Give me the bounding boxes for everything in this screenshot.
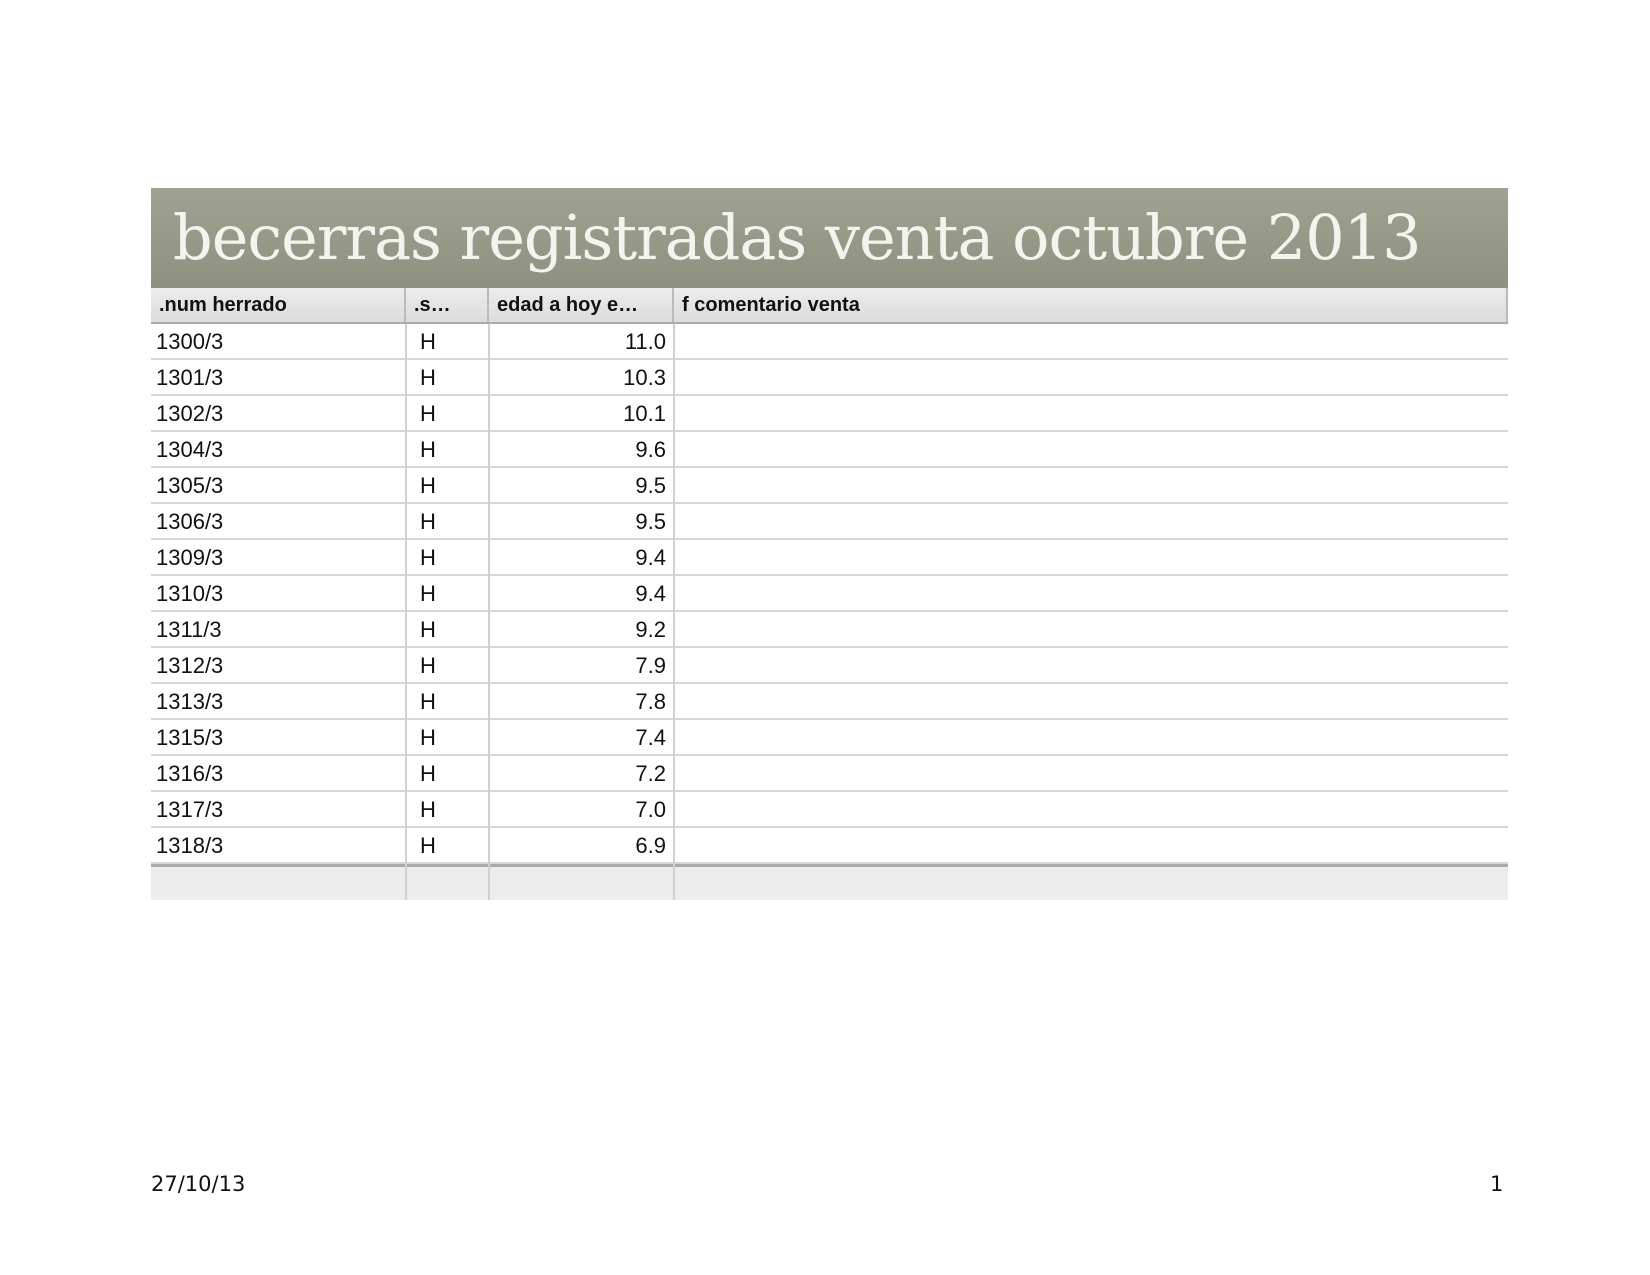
table-cell: 11.0 <box>624 329 666 354</box>
table-cell: 1316/3 <box>156 761 224 786</box>
table-row: 1305/3 H 9.5 <box>151 468 1508 504</box>
table-row: 1313/3 H 7.8 <box>151 684 1508 720</box>
table-row: 1311/3 H 9.2 <box>151 612 1508 648</box>
table-row: 1310/3 H 9.4 <box>151 576 1508 612</box>
column-header: .num herrado <box>151 288 406 322</box>
table-cell: 7.0 <box>635 797 666 822</box>
table-cell: 9.4 <box>635 581 666 606</box>
table-row: 1316/3 H 7.2 <box>151 756 1508 792</box>
table-cell: H <box>420 581 436 606</box>
table-cell: 1310/3 <box>156 581 224 606</box>
table-cell: H <box>420 365 436 390</box>
table-cell: H <box>420 401 436 426</box>
table-row: 1306/3 H 9.5 <box>151 504 1508 540</box>
table-cell: 7.4 <box>635 725 666 750</box>
table-cell: H <box>420 653 436 678</box>
footer-date: 27/10/13 <box>151 1172 246 1196</box>
header-row: .num herrado .s… edad a hoy e… f comentario… <box>151 288 1508 324</box>
column-header: f comentario venta <box>674 288 1508 322</box>
table-cell: 1313/3 <box>156 689 224 714</box>
table-cell: H <box>420 761 436 786</box>
table-cell: 9.2 <box>635 617 666 642</box>
table-cell: 1318/3 <box>156 833 224 858</box>
table-cell: H <box>420 833 436 858</box>
table-cell: 1309/3 <box>156 545 224 570</box>
column-divider <box>488 324 490 900</box>
table-row: 1315/3 H 7.4 <box>151 720 1508 756</box>
column-divider <box>405 324 407 900</box>
table-cell: 1312/3 <box>156 653 224 678</box>
table-row: 1304/3 H 9.6 <box>151 432 1508 468</box>
table-cell: 1304/3 <box>156 437 224 462</box>
table-cell: 7.8 <box>635 689 666 714</box>
table-row: 1318/3 H 6.9 <box>151 828 1508 864</box>
table-cell: 1305/3 <box>156 473 224 498</box>
table-cell: 1300/3 <box>156 329 224 354</box>
table-cell: 7.9 <box>635 653 666 678</box>
table-row: 1302/3 H 10.1 <box>151 396 1508 432</box>
table-cell: H <box>420 473 436 498</box>
table-cell: 10.1 <box>623 401 666 426</box>
table-cell: 7.2 <box>635 761 666 786</box>
table-cell: H <box>420 689 436 714</box>
table-title: becerras registradas venta octubre 2013 <box>151 188 1508 288</box>
table-cell: H <box>420 329 436 354</box>
table-cell: 1315/3 <box>156 725 224 750</box>
footer-row <box>151 864 1508 900</box>
column-header: edad a hoy e… <box>489 288 674 322</box>
column-divider <box>673 324 675 900</box>
table-cell: 9.5 <box>635 473 666 498</box>
table-cell: 1311/3 <box>156 617 222 642</box>
table-cell: 9.4 <box>635 545 666 570</box>
table-row: 1300/3 H 11.0 <box>151 324 1508 360</box>
table-cell: H <box>420 509 436 534</box>
table-cell: 1301/3 <box>156 365 224 390</box>
table-cell: 10.3 <box>623 365 666 390</box>
table-cell: 9.5 <box>635 509 666 534</box>
page-number: 1 <box>1490 1172 1504 1196</box>
table-cell: H <box>420 437 436 462</box>
table-row: 1309/3 H 9.4 <box>151 540 1508 576</box>
table-cell: H <box>420 545 436 570</box>
table-cell: H <box>420 725 436 750</box>
table-cell: 6.9 <box>635 833 666 858</box>
table-row: 1312/3 H 7.9 <box>151 648 1508 684</box>
column-header: .s… <box>406 288 489 322</box>
table-cell: 1306/3 <box>156 509 224 534</box>
table-row: 1301/3 H 10.3 <box>151 360 1508 396</box>
table-cell: H <box>420 617 436 642</box>
table-cell: H <box>420 797 436 822</box>
table-row: 1317/3 H 7.0 <box>151 792 1508 828</box>
table-cell: 9.6 <box>635 437 666 462</box>
table-cell: 1317/3 <box>156 797 224 822</box>
table-cell: 1302/3 <box>156 401 224 426</box>
